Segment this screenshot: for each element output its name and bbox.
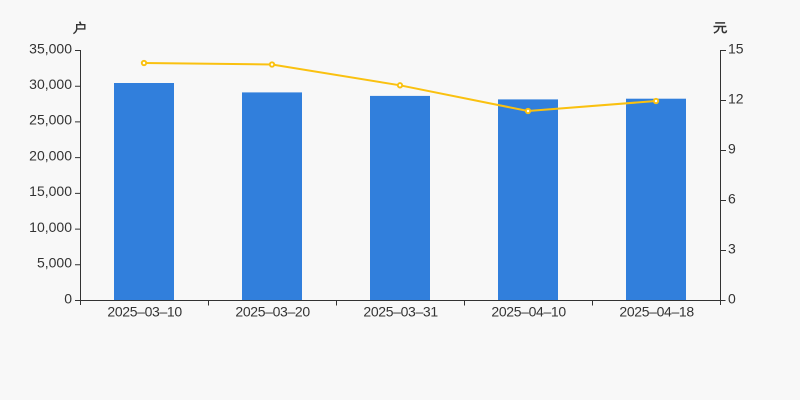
svg-text:12: 12 — [728, 90, 744, 106]
svg-text:5,000: 5,000 — [37, 255, 72, 271]
svg-text:25,000: 25,000 — [29, 112, 72, 128]
svg-text:2025–03–20: 2025–03–20 — [235, 304, 310, 320]
svg-text:3: 3 — [728, 240, 736, 256]
svg-text:20,000: 20,000 — [29, 147, 72, 163]
svg-text:15,000: 15,000 — [29, 183, 72, 199]
svg-text:6: 6 — [728, 190, 736, 206]
svg-text:2025–04–18: 2025–04–18 — [619, 304, 694, 320]
svg-text:35,000: 35,000 — [29, 40, 72, 56]
svg-text:15: 15 — [728, 40, 744, 56]
svg-text:10,000: 10,000 — [29, 219, 72, 235]
svg-text:9: 9 — [728, 140, 736, 156]
svg-text:30,000: 30,000 — [29, 76, 72, 92]
svg-text:2025–04–10: 2025–04–10 — [491, 304, 566, 320]
svg-text:2025–03–10: 2025–03–10 — [107, 304, 182, 320]
svg-text:0: 0 — [64, 290, 72, 306]
svg-text:0: 0 — [728, 290, 736, 306]
svg-text:2025–03–31: 2025–03–31 — [363, 304, 438, 320]
